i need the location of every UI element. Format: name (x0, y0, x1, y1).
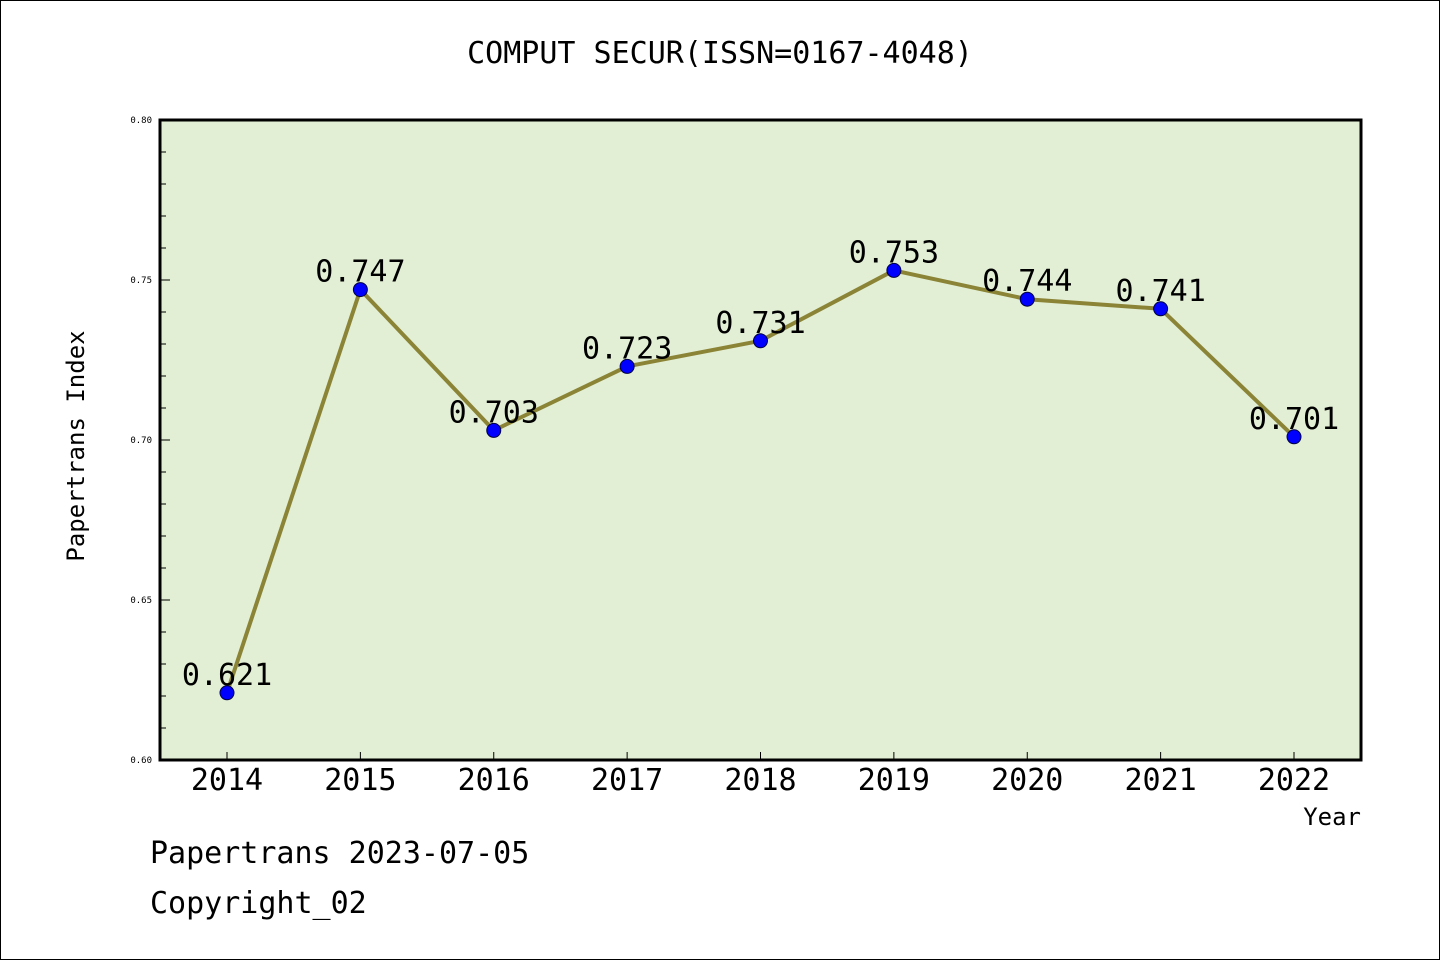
x-axis: 2014 2015 2016 2017 2018 2019 2020 2021 2022 (191, 752, 1330, 798)
data-point (753, 333, 768, 349)
x-tick-label: 2022 (1258, 763, 1330, 798)
x-tick-label: 2017 (591, 763, 663, 798)
plot-border (158, 118, 1363, 762)
data-point (219, 685, 235, 701)
data-point (886, 262, 902, 278)
data-label: 0.621 (182, 658, 272, 693)
data-points (219, 262, 1302, 701)
x-tick-label: 2014 (191, 763, 263, 798)
data-label: 0.731 (715, 306, 805, 341)
x-tick-label: 2021 (1125, 763, 1197, 798)
data-point (352, 282, 368, 298)
data-label: 0.747 (315, 255, 405, 290)
y-axis-label: Papertrans Index (62, 330, 90, 561)
data-point (1286, 429, 1302, 445)
data-label: 0.701 (1249, 402, 1339, 437)
data-point (1019, 291, 1035, 307)
x-tick-label: 2019 (858, 763, 930, 798)
data-label: 0.703 (449, 395, 539, 430)
y-tick-label: 0.60 (130, 756, 152, 766)
data-label: 0.723 (582, 331, 672, 366)
data-point (619, 358, 635, 374)
y-tick-label: 0.75 (130, 276, 152, 286)
plot-area (160, 120, 1361, 760)
data-point (486, 422, 502, 438)
data-label: 0.741 (1115, 274, 1205, 309)
chart-title: COMPUT SECUR(ISSN=0167-4048) (467, 36, 973, 71)
data-label: 0.753 (849, 235, 939, 270)
y-tick-label: 0.70 (130, 436, 152, 446)
x-tick-label: 2015 (324, 763, 396, 798)
x-tick-label: 2016 (458, 763, 530, 798)
x-axis-label: Year (1303, 803, 1361, 831)
y-tick-label: 0.80 (130, 116, 152, 126)
footer-date: Papertrans 2023-07-05 (150, 836, 530, 871)
data-labels: 0.621 0.747 0.703 0.723 0.731 0.753 0.744 0.741… (182, 235, 1339, 692)
footer-copyright: Copyright_02 (150, 886, 367, 921)
data-label: 0.744 (982, 264, 1072, 299)
y-tick-label: 0.65 (130, 596, 152, 606)
data-point (1153, 301, 1169, 317)
x-tick-label: 2020 (991, 763, 1063, 798)
x-tick-label: 2018 (724, 763, 796, 798)
